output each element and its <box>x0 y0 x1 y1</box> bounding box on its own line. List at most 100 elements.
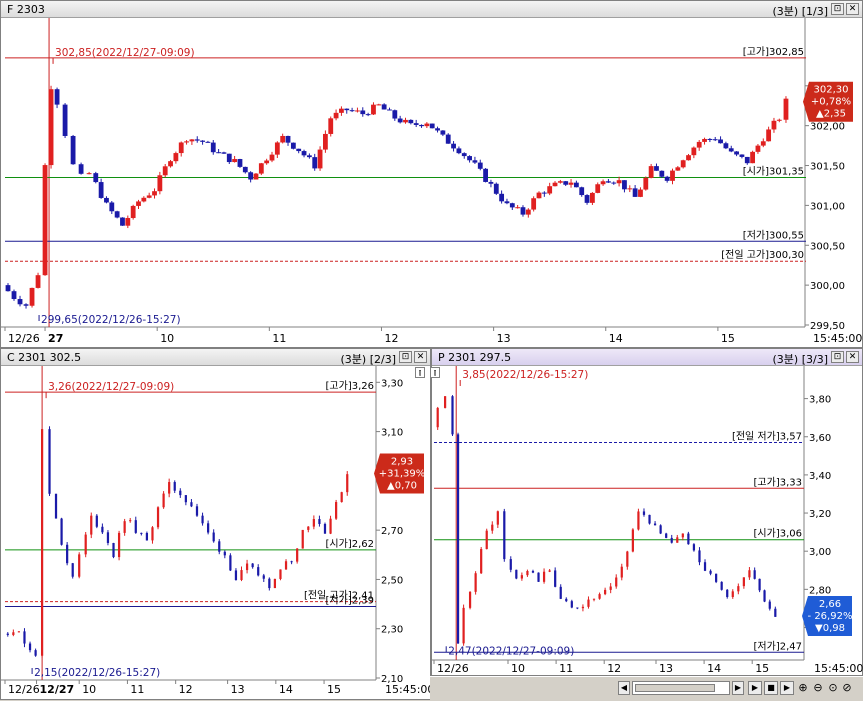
candle-body <box>604 589 607 595</box>
scroll-right-icon[interactable]: ▶ <box>732 681 744 695</box>
candle-body <box>240 570 243 581</box>
candle-body <box>681 533 684 538</box>
candle-body <box>35 275 41 288</box>
candle-body <box>284 561 288 570</box>
close-icon[interactable]: ✕ <box>414 351 427 363</box>
candle-body <box>698 550 701 563</box>
x-tick-label: 13 <box>231 683 245 696</box>
x-tick-label: 12 <box>607 662 621 675</box>
candle-body <box>429 123 435 129</box>
candlestick-chart[interactable]: 2,102,302,502,702,903,103,3012/2612/2710… <box>1 366 434 701</box>
zoom-in-icon[interactable]: ⊕ <box>798 681 808 694</box>
x-tick-label: 13 <box>659 662 673 675</box>
candle-body <box>232 159 238 163</box>
candle-body <box>201 515 204 524</box>
scrollbar-thumb[interactable] <box>635 684 715 692</box>
candle-body <box>568 182 574 185</box>
y-tick-label: 3,10 <box>381 428 403 439</box>
candle-body <box>93 173 99 183</box>
candle-body <box>595 184 601 193</box>
candle-body <box>609 586 612 590</box>
y-tick-label: 3,30 <box>381 378 403 389</box>
close-icon[interactable]: ✕ <box>846 3 859 15</box>
restore-icon[interactable]: ⊡ <box>831 351 844 363</box>
candle-body <box>66 544 69 564</box>
candle-body <box>290 142 296 149</box>
candle-body <box>168 482 171 494</box>
candle-body <box>537 572 540 582</box>
candle-body <box>48 429 51 494</box>
scroll-left-icon[interactable]: ◀ <box>618 681 630 695</box>
candle-body <box>731 591 734 597</box>
candle-body <box>253 173 259 180</box>
candle-body <box>750 151 756 164</box>
y-tick-label: 2,50 <box>381 575 403 586</box>
candle-body <box>436 407 439 428</box>
candle-body <box>579 187 585 196</box>
chart-titlebar[interactable]: F 2303 (3분) [1/3] ⊡ ✕ <box>1 1 862 18</box>
zoom-reset-icon[interactable]: ⊙ <box>828 681 838 694</box>
restore-icon[interactable]: ⊡ <box>399 351 412 363</box>
candle-body <box>709 570 712 574</box>
put-option-chart-panel[interactable]: P 2301 297.5 (3분) [3/3] ⊡ ✕ ⫾ 2,602,803,… <box>430 348 863 677</box>
candle-body <box>162 166 168 176</box>
candle-body <box>611 182 617 184</box>
candle-body <box>472 160 478 163</box>
candle-body <box>687 533 690 545</box>
candle-body <box>703 562 707 571</box>
zoom-fit-icon[interactable]: ⊘ <box>842 681 852 694</box>
restore-icon[interactable]: ⊡ <box>831 3 844 15</box>
candle-body <box>40 429 44 656</box>
candle-body <box>496 511 499 525</box>
step-icon[interactable]: ▶ <box>780 681 794 695</box>
candle-body <box>360 110 366 115</box>
candle-body <box>6 633 9 635</box>
candle-body <box>301 529 304 549</box>
candle-body <box>285 135 291 143</box>
pin-icon[interactable]: ⫾ <box>430 367 440 378</box>
candle-body <box>598 594 601 599</box>
x-tick-label: 11 <box>559 662 573 675</box>
candle-body <box>136 201 141 206</box>
candlestick-chart[interactable]: 2,602,803,003,203,403,603,8012/261011121… <box>432 366 863 677</box>
candle-body <box>264 160 270 164</box>
candle-body <box>101 526 104 533</box>
stop-icon[interactable]: ■ <box>764 681 778 695</box>
candle-body <box>547 186 553 194</box>
candle-body <box>349 110 355 112</box>
x-tick-label: 10 <box>82 683 96 696</box>
scrollbar-track[interactable] <box>632 681 730 695</box>
candle-body <box>739 154 745 157</box>
candle-body <box>306 155 312 158</box>
candle-body <box>515 569 518 579</box>
time-label: 15:45:00 <box>814 662 863 675</box>
candle-body <box>503 511 506 560</box>
close-icon[interactable]: ✕ <box>846 351 859 363</box>
candle-body <box>643 177 649 190</box>
play-icon[interactable]: ▶ <box>748 681 762 695</box>
candle-body <box>257 567 260 576</box>
x-tick-label: 14 <box>609 332 623 345</box>
zoom-out-icon[interactable]: ⊖ <box>813 681 823 694</box>
candle-body <box>129 520 132 522</box>
candle-body <box>720 581 723 590</box>
candle-body <box>648 514 651 524</box>
candle-body <box>262 575 265 579</box>
candle-body <box>676 537 679 543</box>
candle-body <box>318 519 321 524</box>
call-option-chart-panel[interactable]: C 2301 302.5 (3분) [2/3] ⊡ ✕ ⫾ 2,10 2,30 2,… <box>0 348 434 701</box>
candle-body <box>774 608 777 617</box>
candle-body <box>168 161 173 167</box>
candle-body <box>152 191 157 196</box>
candle-body <box>312 157 318 169</box>
candle-body <box>467 156 472 161</box>
pin-icon[interactable]: ⫾ <box>415 367 425 378</box>
candlestick-chart[interactable]: 299,50 300,00 300,50 301,00 301,50 302,00 302,… <box>1 18 863 348</box>
chart-titlebar[interactable]: C 2301 302.5 (3분) [2/3] ⊡ ✕ <box>1 349 430 366</box>
chart-titlebar[interactable]: P 2301 297.5 (3분) [3/3] ⊡ ✕ <box>432 349 862 366</box>
futures-chart-panel[interactable]: F 2303 (3분) [1/3] ⊡ ✕ 299,50 300,00 300,50… <box>0 0 863 348</box>
candle-body <box>474 573 477 592</box>
candle-body <box>776 119 782 121</box>
candle-body <box>134 520 137 533</box>
candle-body <box>456 148 462 154</box>
